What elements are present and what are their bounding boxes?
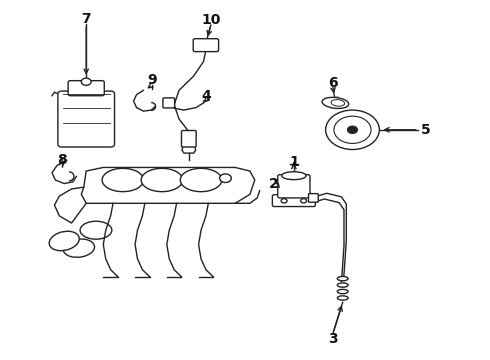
Ellipse shape — [180, 168, 222, 192]
Circle shape — [301, 199, 307, 203]
Ellipse shape — [337, 283, 348, 287]
Ellipse shape — [331, 100, 344, 106]
Text: 1: 1 — [289, 155, 299, 169]
Ellipse shape — [141, 168, 183, 192]
Ellipse shape — [337, 296, 348, 300]
FancyBboxPatch shape — [193, 39, 219, 51]
Ellipse shape — [80, 221, 112, 239]
Text: 8: 8 — [57, 153, 67, 167]
Circle shape — [81, 78, 91, 85]
Ellipse shape — [63, 239, 95, 257]
FancyBboxPatch shape — [68, 81, 104, 96]
Ellipse shape — [322, 97, 349, 108]
Text: 4: 4 — [201, 89, 211, 103]
Ellipse shape — [282, 172, 306, 180]
Circle shape — [347, 126, 357, 134]
Text: 7: 7 — [81, 12, 91, 26]
Ellipse shape — [337, 276, 348, 281]
Circle shape — [220, 174, 231, 183]
FancyBboxPatch shape — [278, 175, 310, 198]
Ellipse shape — [337, 289, 348, 294]
Text: 10: 10 — [201, 13, 220, 27]
Text: 5: 5 — [421, 123, 431, 137]
FancyBboxPatch shape — [181, 131, 196, 147]
FancyBboxPatch shape — [272, 195, 316, 207]
Ellipse shape — [49, 231, 79, 251]
FancyBboxPatch shape — [163, 98, 174, 108]
Text: 6: 6 — [328, 76, 338, 90]
Polygon shape — [81, 167, 255, 203]
FancyBboxPatch shape — [309, 194, 318, 202]
Ellipse shape — [102, 168, 144, 192]
Text: 9: 9 — [147, 73, 157, 87]
Circle shape — [281, 199, 287, 203]
FancyBboxPatch shape — [58, 91, 115, 147]
Circle shape — [334, 116, 371, 143]
Circle shape — [326, 110, 379, 149]
Text: 2: 2 — [269, 177, 278, 190]
Text: 3: 3 — [328, 332, 338, 346]
